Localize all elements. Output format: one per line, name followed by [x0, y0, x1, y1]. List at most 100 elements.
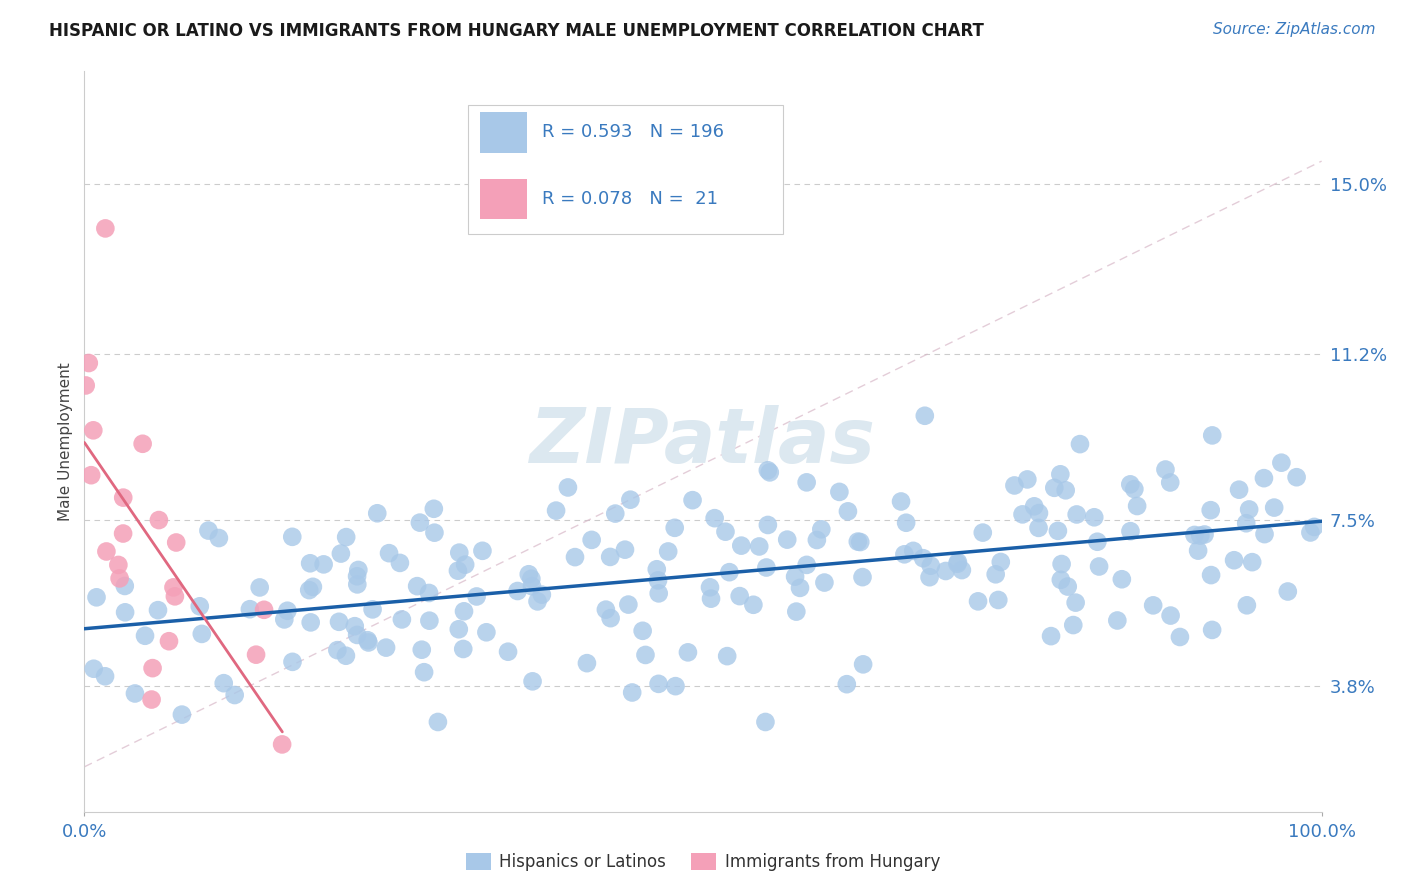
Point	[124, 686, 146, 700]
Point	[409, 516, 432, 530]
Point	[94, 669, 117, 683]
Point	[346, 628, 368, 642]
Point	[1154, 462, 1177, 476]
Point	[758, 466, 780, 480]
Point	[163, 590, 186, 604]
Point	[716, 649, 738, 664]
Point	[114, 605, 136, 619]
Point	[946, 557, 969, 571]
Point	[239, 602, 262, 616]
Point	[453, 604, 475, 618]
Point	[810, 522, 832, 536]
Point	[634, 648, 657, 662]
Point	[165, 535, 187, 549]
FancyBboxPatch shape	[481, 178, 527, 219]
Point	[1069, 437, 1091, 451]
Point	[1142, 599, 1164, 613]
Point	[131, 437, 153, 451]
Point	[785, 605, 807, 619]
Point	[1062, 618, 1084, 632]
Point	[890, 494, 912, 508]
Point	[298, 583, 321, 598]
Point	[191, 627, 214, 641]
Point	[728, 589, 751, 603]
Point	[700, 591, 723, 606]
Point	[157, 634, 180, 648]
Text: Source: ZipAtlas.com: Source: ZipAtlas.com	[1212, 22, 1375, 37]
Point	[1253, 471, 1275, 485]
Point	[520, 572, 543, 586]
Point	[1024, 500, 1046, 514]
Point	[599, 549, 621, 564]
Point	[346, 569, 368, 583]
Point	[647, 586, 669, 600]
Point	[1107, 614, 1129, 628]
Point	[1253, 527, 1275, 541]
Point	[411, 642, 433, 657]
Point	[273, 612, 295, 626]
Point	[1168, 630, 1191, 644]
Point	[80, 468, 103, 483]
Point	[426, 714, 449, 729]
Point	[357, 635, 380, 649]
Point	[828, 484, 851, 499]
Point	[86, 591, 108, 605]
Point	[517, 567, 540, 582]
Text: R = 0.593   N = 196: R = 0.593 N = 196	[543, 123, 724, 141]
Point	[617, 598, 640, 612]
Point	[657, 544, 679, 558]
Point	[1241, 555, 1264, 569]
Point	[1050, 573, 1073, 587]
Point	[631, 624, 654, 638]
Point	[605, 507, 627, 521]
Point	[299, 615, 322, 630]
Point	[912, 551, 935, 566]
Point	[520, 579, 543, 593]
Point	[730, 539, 752, 553]
Point	[1187, 543, 1209, 558]
Point	[423, 525, 446, 540]
Point	[647, 574, 669, 588]
Point	[1054, 483, 1077, 498]
Point	[1043, 481, 1066, 495]
Point	[388, 556, 411, 570]
Point	[1119, 477, 1142, 491]
Point	[1234, 516, 1257, 531]
Point	[366, 506, 388, 520]
Point	[1263, 500, 1285, 515]
Point	[903, 544, 925, 558]
Point	[375, 640, 398, 655]
Point	[806, 533, 828, 547]
Point	[1199, 568, 1222, 582]
Point	[1002, 478, 1025, 492]
Point	[1046, 524, 1069, 538]
Point	[990, 555, 1012, 569]
Point	[987, 593, 1010, 607]
Point	[1277, 584, 1299, 599]
Point	[894, 516, 917, 530]
Point	[1223, 553, 1246, 567]
Point	[146, 603, 169, 617]
Point	[346, 577, 368, 591]
Legend: Hispanics or Latinos, Immigrants from Hungary: Hispanics or Latinos, Immigrants from Hu…	[460, 846, 946, 878]
Point	[312, 558, 335, 572]
Point	[249, 581, 271, 595]
Point	[1285, 470, 1308, 484]
Point	[1159, 475, 1181, 490]
Point	[449, 546, 471, 560]
Point	[94, 221, 117, 235]
Point	[1194, 527, 1216, 541]
Point	[299, 556, 322, 570]
Text: R = 0.078   N =  21: R = 0.078 N = 21	[543, 190, 718, 208]
Point	[1227, 483, 1250, 497]
Point	[335, 530, 357, 544]
Point	[849, 535, 872, 549]
Point	[742, 598, 765, 612]
Point	[148, 513, 170, 527]
Point	[465, 590, 488, 604]
Point	[361, 602, 384, 616]
Point	[595, 602, 617, 616]
Point	[1303, 520, 1326, 534]
Point	[302, 580, 325, 594]
Point	[188, 599, 211, 614]
